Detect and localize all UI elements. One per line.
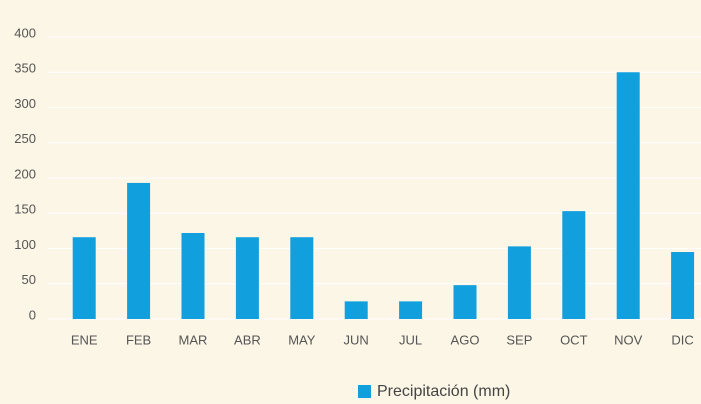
bar [399,301,423,319]
x-tick-label: JUN [344,332,369,347]
x-tick-label: ABR [234,332,261,347]
legend-swatch [358,385,371,398]
y-tick-label: 150 [14,202,36,217]
x-tick-label: MAR [179,332,208,347]
y-tick-label: 50 [22,272,36,287]
bar [562,211,586,319]
y-tick-label: 0 [29,307,36,322]
bar [344,301,368,319]
y-tick-label: 400 [14,25,36,40]
bar [72,237,96,319]
bar [453,285,477,319]
x-tick-label: AGO [451,332,480,347]
y-tick-label: 300 [14,96,36,111]
legend-label: Precipitación (mm) [377,383,510,400]
bar [181,232,205,319]
x-tick-label: DIC [671,332,693,347]
bar [290,237,314,319]
bar [127,182,151,319]
bar [616,72,640,319]
bar [671,252,695,319]
x-tick-label: MAY [288,332,316,347]
x-tick-label: SEP [506,332,532,347]
bar [507,246,531,319]
x-tick-label: JUL [399,332,422,347]
y-tick-label: 250 [14,131,36,146]
y-tick-label: 200 [14,166,36,181]
x-tick-label: NOV [614,332,643,347]
y-tick-label: 350 [14,61,36,76]
y-tick-label: 100 [14,237,36,252]
x-tick-label: FEB [126,332,151,347]
x-tick-label: OCT [560,332,588,347]
bar [235,237,259,319]
x-tick-label: ENE [71,332,98,347]
